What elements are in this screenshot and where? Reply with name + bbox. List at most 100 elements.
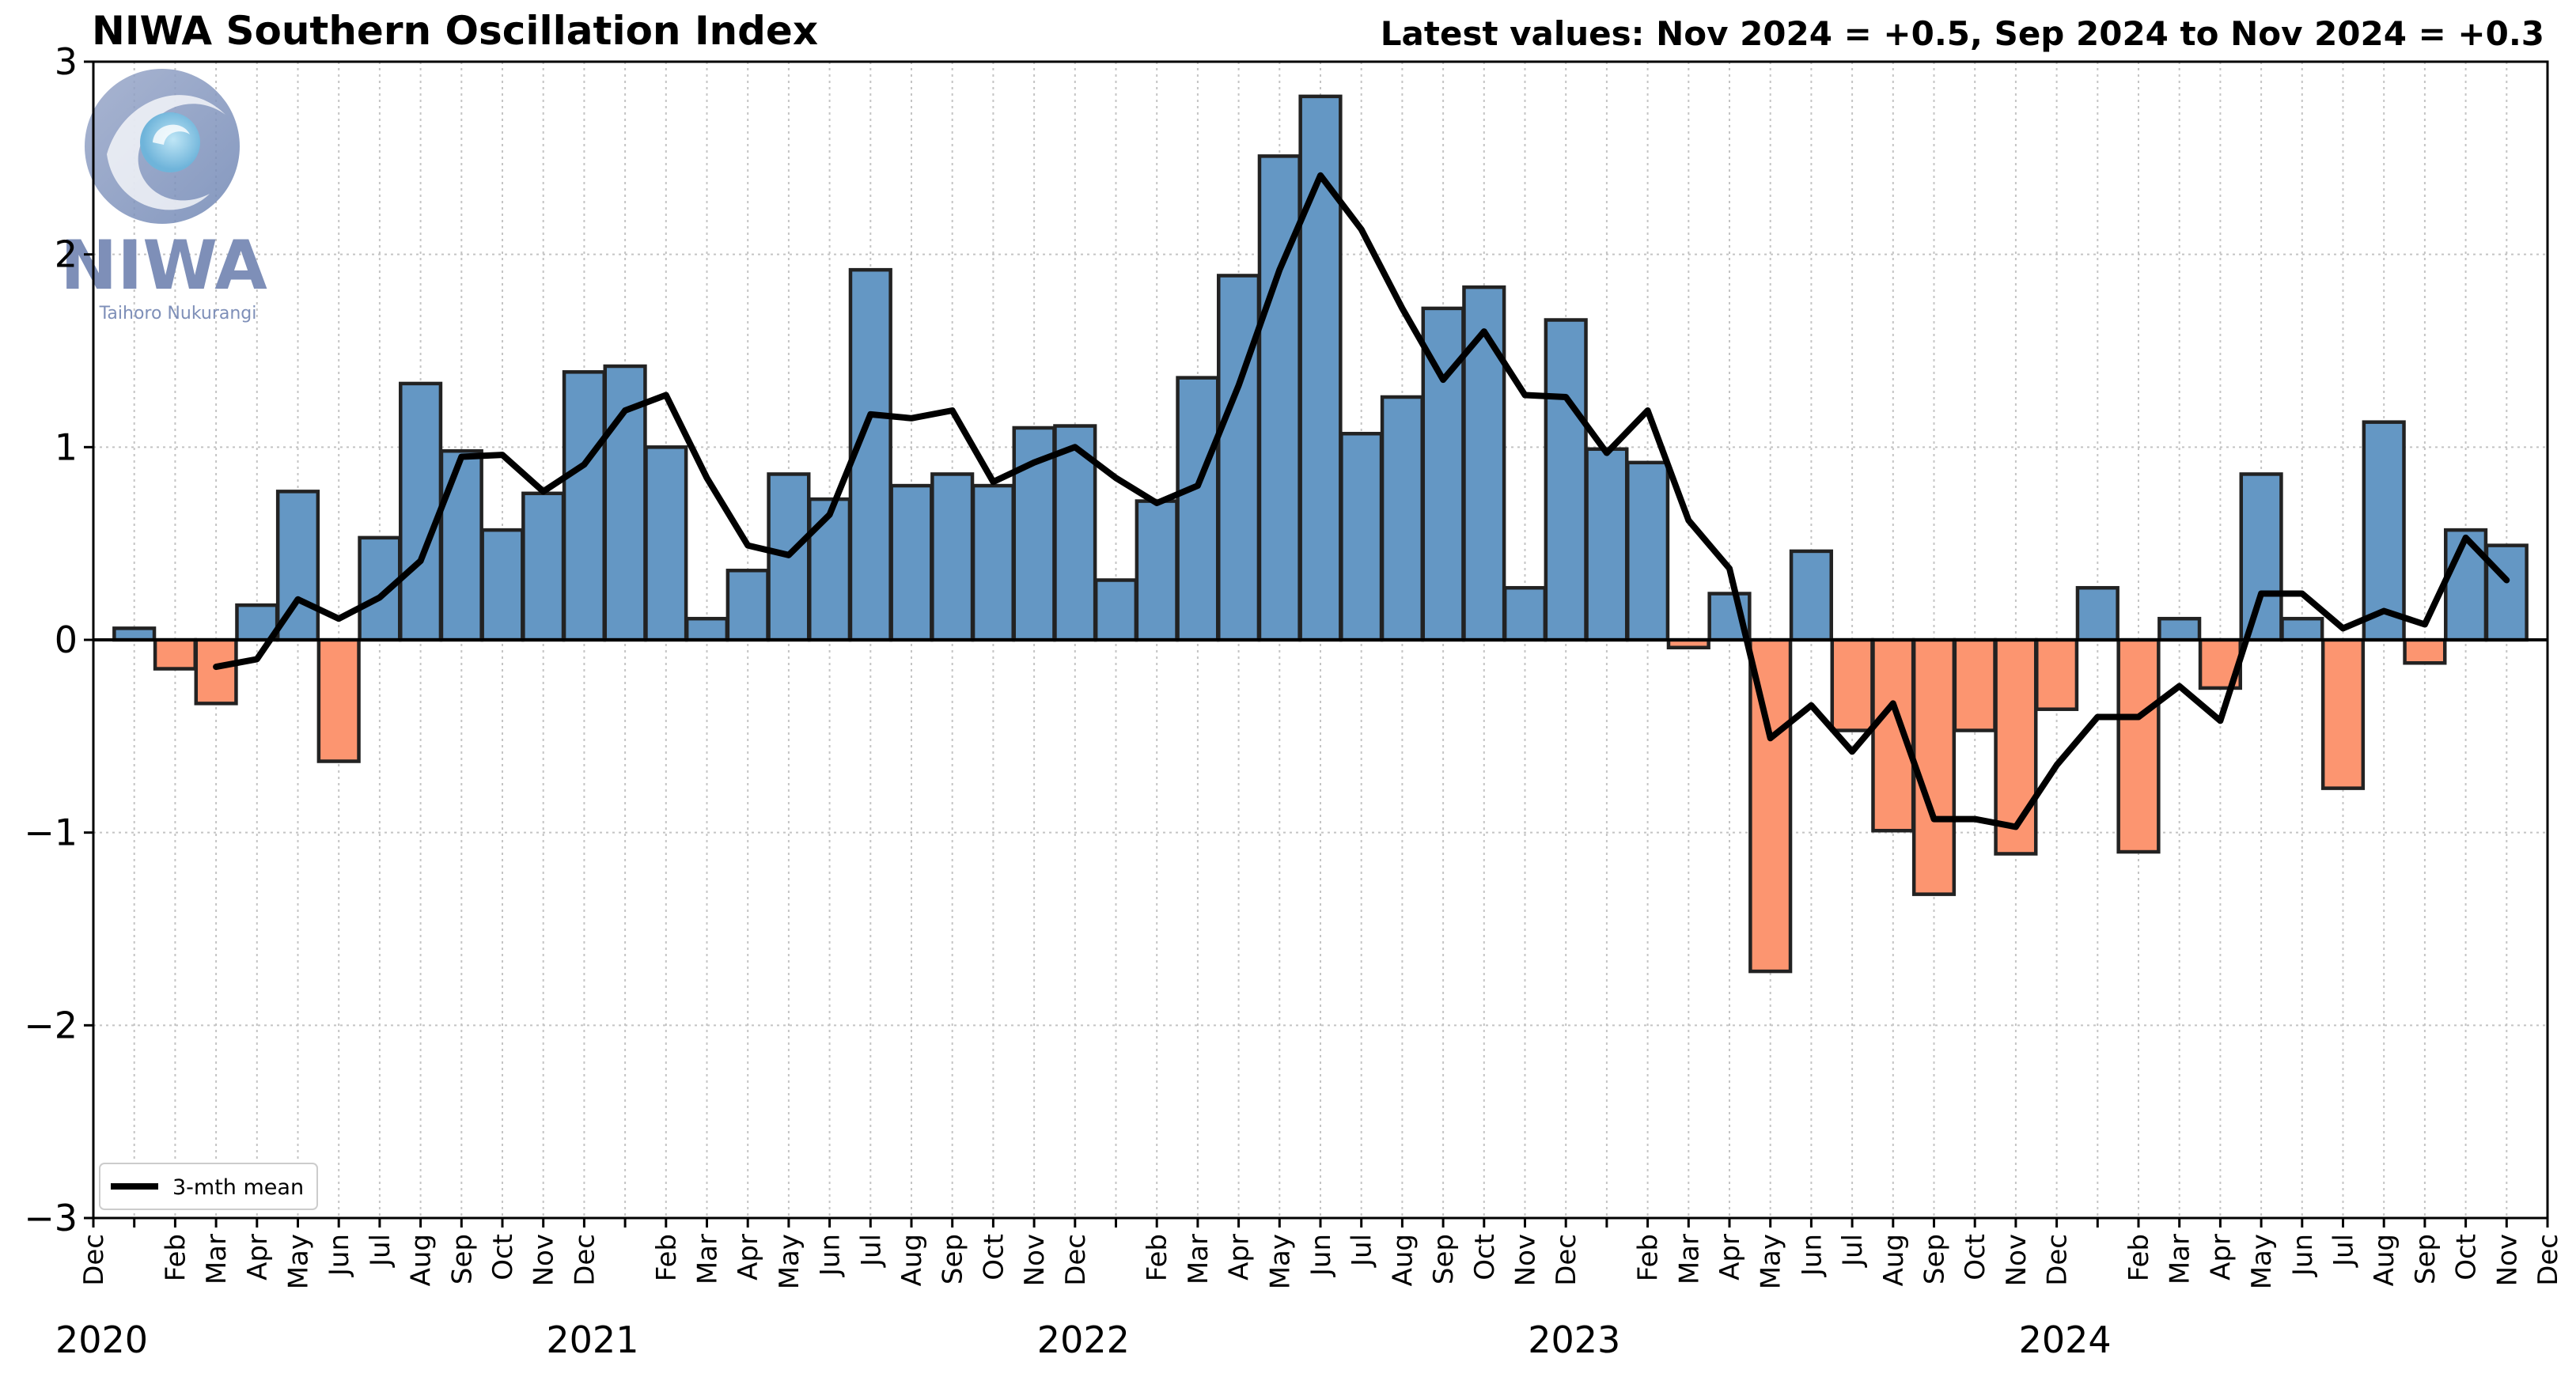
bar bbox=[1911, 637, 1957, 896]
logo-text: NIWA bbox=[60, 226, 267, 305]
x-tick-label: Mar bbox=[1673, 1234, 1705, 1284]
bar bbox=[971, 483, 1015, 642]
bar bbox=[808, 497, 852, 642]
bar bbox=[2362, 420, 2406, 642]
bar bbox=[1544, 318, 1588, 642]
mean-line-path bbox=[213, 172, 2510, 830]
x-tick-label: Feb bbox=[160, 1234, 191, 1281]
x-tick-label: Jun bbox=[2287, 1234, 2319, 1277]
x-tick-label: Mar bbox=[1183, 1234, 1214, 1284]
year-label: 2020 bbox=[55, 1318, 148, 1361]
x-tick-label: Dec bbox=[2042, 1234, 2074, 1286]
x-tick-label: Sep bbox=[2410, 1234, 2442, 1284]
y-tick-label: 2 bbox=[55, 233, 78, 276]
x-tick-label: Mar bbox=[201, 1234, 233, 1284]
bar bbox=[684, 616, 729, 642]
x-tick-label: Jun bbox=[1796, 1234, 1828, 1277]
logo-wave-icon bbox=[107, 95, 225, 210]
y-tick-label: 3 bbox=[55, 40, 78, 83]
bar bbox=[521, 491, 566, 642]
bar bbox=[275, 490, 320, 642]
x-tick-label: Jun bbox=[1305, 1234, 1337, 1277]
x-tick-label: Aug bbox=[896, 1234, 928, 1286]
x-tick-label: Jul bbox=[1837, 1234, 1869, 1268]
x-tick-label: Nov bbox=[528, 1234, 560, 1286]
x-tick-label: May bbox=[2246, 1234, 2278, 1289]
year-label: 2021 bbox=[546, 1318, 638, 1361]
bar bbox=[1502, 585, 1547, 642]
x-tick-label: Dec bbox=[569, 1234, 600, 1286]
x-tick-label: May bbox=[1264, 1234, 1296, 1289]
bar bbox=[1462, 285, 1506, 642]
x-tick-label: Sep bbox=[938, 1234, 969, 1284]
x-tick-label: Feb bbox=[1142, 1234, 1173, 1281]
bar bbox=[2035, 637, 2079, 711]
bar bbox=[2484, 543, 2529, 642]
bar bbox=[1176, 376, 1220, 642]
bar bbox=[316, 637, 361, 763]
bar bbox=[562, 370, 606, 642]
x-tick-label: Aug bbox=[1878, 1234, 1910, 1286]
x-tick-label: Jul bbox=[2328, 1234, 2360, 1268]
x-tick-label: Dec bbox=[78, 1234, 110, 1286]
latest-values: Latest values: Nov 2024 = +0.5, Sep 2024… bbox=[1380, 14, 2544, 53]
bar bbox=[1339, 432, 1384, 642]
year-label: 2023 bbox=[1528, 1318, 1620, 1361]
y-tick-label: 0 bbox=[55, 619, 78, 661]
x-tick-label: Jul bbox=[855, 1234, 887, 1268]
x-tick-label: Aug bbox=[1387, 1234, 1419, 1286]
y-tick-label: −3 bbox=[24, 1197, 78, 1239]
bar bbox=[2444, 528, 2488, 642]
legend-label: 3-mth mean bbox=[172, 1175, 304, 1200]
x-tick-label: Jun bbox=[815, 1234, 847, 1277]
bar bbox=[725, 569, 770, 642]
niwa-logo: NIWA Taihoro Nukurangi bbox=[60, 69, 267, 323]
x-tick-label: Nov bbox=[1510, 1234, 1542, 1286]
x-tick-label: Oct bbox=[2451, 1234, 2483, 1281]
bar bbox=[2320, 637, 2366, 790]
bar bbox=[889, 483, 934, 642]
x-tick-label: Sep bbox=[1919, 1234, 1951, 1284]
bar bbox=[1093, 578, 1138, 642]
legend-box bbox=[99, 1163, 318, 1210]
x-tick-label: Nov bbox=[1019, 1234, 1051, 1286]
x-tick-label: May bbox=[1756, 1234, 1787, 1289]
bar bbox=[1626, 460, 1670, 642]
chart-title: NIWA Southern Oscillation Index bbox=[92, 8, 819, 54]
x-tick-label: Oct bbox=[487, 1234, 519, 1281]
x-tick-label: Jul bbox=[365, 1234, 396, 1268]
x-tick-label: Feb bbox=[651, 1234, 683, 1281]
bar bbox=[2116, 637, 2161, 854]
x-tick-label: Feb bbox=[2123, 1234, 2155, 1281]
x-tick-label: Apr bbox=[1714, 1234, 1746, 1281]
bar bbox=[930, 472, 975, 642]
bar bbox=[153, 637, 197, 671]
x-tick-label: Aug bbox=[406, 1234, 438, 1286]
bar bbox=[480, 528, 525, 642]
x-tick-label: Jun bbox=[324, 1234, 355, 1277]
x-tick-label: Dec bbox=[1060, 1234, 1092, 1286]
mean-line bbox=[213, 172, 2510, 830]
x-tick-label: May bbox=[283, 1234, 315, 1289]
logo-tagline: Taihoro Nukurangi bbox=[99, 304, 257, 323]
x-tick-label: Sep bbox=[1428, 1234, 1460, 1284]
bar bbox=[1380, 395, 1424, 642]
bar bbox=[1217, 274, 1261, 642]
bar bbox=[1257, 154, 1301, 642]
bar bbox=[2075, 585, 2120, 642]
x-tick-label: Mar bbox=[692, 1234, 724, 1284]
bar bbox=[439, 448, 483, 642]
bar bbox=[2239, 472, 2283, 642]
x-tick-label: Feb bbox=[1633, 1234, 1665, 1281]
bar bbox=[1585, 447, 1629, 642]
y-tick-label: −2 bbox=[24, 1004, 78, 1046]
x-tick-label: Oct bbox=[1960, 1234, 1991, 1281]
bar bbox=[1298, 94, 1343, 642]
x-tick-label: May bbox=[774, 1234, 805, 1289]
bar bbox=[2157, 616, 2202, 642]
x-tick-label: Oct bbox=[978, 1234, 1010, 1281]
x-tick-label: Mar bbox=[2165, 1234, 2196, 1284]
bars bbox=[93, 94, 2548, 974]
